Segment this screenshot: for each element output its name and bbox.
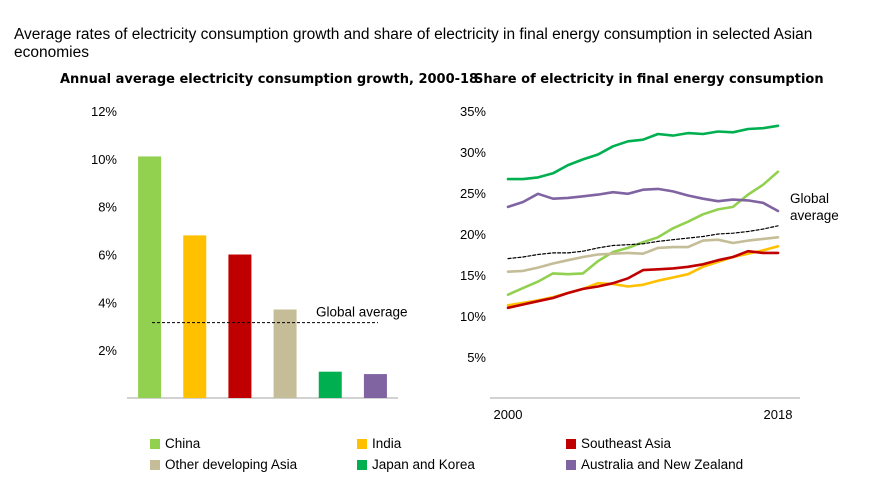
bar-india [183,235,207,398]
bar-y-tick-label: 12% [91,104,117,119]
line-y-tick-label: 10% [460,309,486,324]
line-y-tick-label: 35% [460,104,486,119]
bar-china [138,156,162,398]
bar-y-tick-label: 8% [98,200,117,215]
line-y-tick-label: 5% [467,350,486,365]
global-average-label: Global average [316,305,408,320]
series-line-australia-and-new-zealand [506,187,780,213]
series-line-global-average [507,225,779,260]
global-average-annotation: Global [790,191,829,206]
line-y-tick-label: 25% [460,186,486,201]
line-y-tick-label: 30% [460,145,486,160]
series-line-southeast-asia [506,249,780,310]
line-y-tick-label: 15% [460,268,486,283]
line-x-tick-label: 2000 [494,407,523,422]
figure-title: Average rates of electricity consumption… [14,26,813,61]
bar-y-tick-label: 4% [98,295,117,310]
series-line-other-developing-asia [506,236,780,274]
line-x-tick-label: 2018 [764,407,793,422]
bar-y-tick-label: 10% [91,152,117,167]
line-y-tick-label: 20% [460,227,486,242]
global-average-annotation: average [790,208,839,223]
bar-y-tick-label: 6% [98,248,117,263]
series-line-china [506,170,780,297]
line-chart-title: Share of electricity in final energy con… [474,72,824,87]
bar-other-developing-asia [273,309,297,398]
bar-southeast-asia [228,254,252,398]
bar-y-tick-label: 2% [98,343,117,358]
series-line-japan-and-korea [506,124,780,181]
bar-australia-and-new-zealand [363,374,387,398]
bar-japan-and-korea [318,371,342,398]
bar-chart-title: Annual average electricity consumption g… [60,72,479,87]
